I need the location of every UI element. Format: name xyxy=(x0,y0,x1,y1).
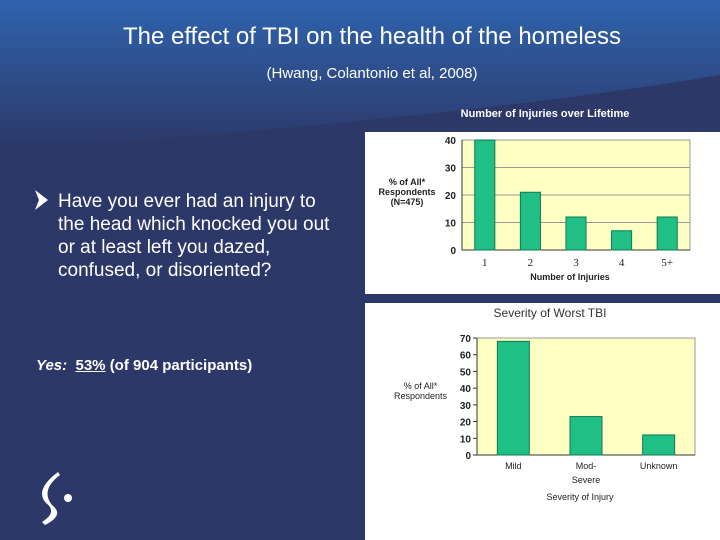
bar xyxy=(519,191,541,251)
bar xyxy=(611,230,633,251)
y-tick-label: 30 xyxy=(445,164,457,175)
y-tick-label: 40 xyxy=(460,384,472,395)
y-tick-label: 60 xyxy=(460,351,472,362)
bar xyxy=(569,416,603,456)
x-tick-label: 5+ xyxy=(661,257,673,269)
yes-percent: 53% xyxy=(75,357,106,374)
y-tick-label: 20 xyxy=(445,191,457,202)
y-tick-label: 70 xyxy=(460,334,472,345)
x-tick-label: Mild xyxy=(505,461,522,471)
slide-title: The effect of TBI on the health of the h… xyxy=(123,23,621,50)
yes-detail: (of 904 participants) xyxy=(109,357,253,374)
y-tick-label: 0 xyxy=(450,246,456,257)
x-axis-label: Severity of Injury xyxy=(546,492,614,502)
bar xyxy=(474,139,496,251)
bar xyxy=(565,216,587,251)
bullet-arrow xyxy=(35,190,48,210)
logo xyxy=(42,472,60,525)
x-axis-label: Number of Injuries xyxy=(530,272,610,282)
y-tick-label: 10 xyxy=(460,434,472,445)
y-tick-label: 30 xyxy=(460,401,472,412)
x-tick-label: 1 xyxy=(482,257,488,269)
x-tick-label: 4 xyxy=(619,257,625,269)
slide-subtitle: (Hwang, Colantonio et al, 2008) xyxy=(267,65,478,82)
yes-line: Yes: 53% (of 904 participants) xyxy=(36,357,252,374)
y-axis-label: % of All* Respondents xyxy=(393,381,448,401)
y-axis-label: % of All* Respondents (N=475) xyxy=(378,177,436,207)
x-tick-label: Mod-Severe xyxy=(571,461,601,485)
bar xyxy=(642,434,676,456)
header-band xyxy=(0,0,720,150)
logo-dot xyxy=(64,494,72,502)
bullet-text: Have you ever had an injury to the head … xyxy=(58,191,330,281)
x-tick-label: 2 xyxy=(528,257,534,269)
x-tick-label: 3 xyxy=(573,257,579,269)
yes-label: Yes: xyxy=(36,357,68,374)
chart-title: Number of Injuries over Lifetime xyxy=(461,108,630,120)
y-tick-label: 40 xyxy=(445,136,457,147)
y-tick-label: 0 xyxy=(465,451,471,462)
bar xyxy=(656,216,678,251)
bar xyxy=(496,340,530,456)
chart-title: Severity of Worst TBI xyxy=(494,306,607,320)
y-tick-label: 20 xyxy=(460,418,472,429)
y-tick-label: 50 xyxy=(460,367,472,378)
x-tick-label: Unknown xyxy=(639,461,678,471)
y-tick-label: 10 xyxy=(445,219,457,230)
